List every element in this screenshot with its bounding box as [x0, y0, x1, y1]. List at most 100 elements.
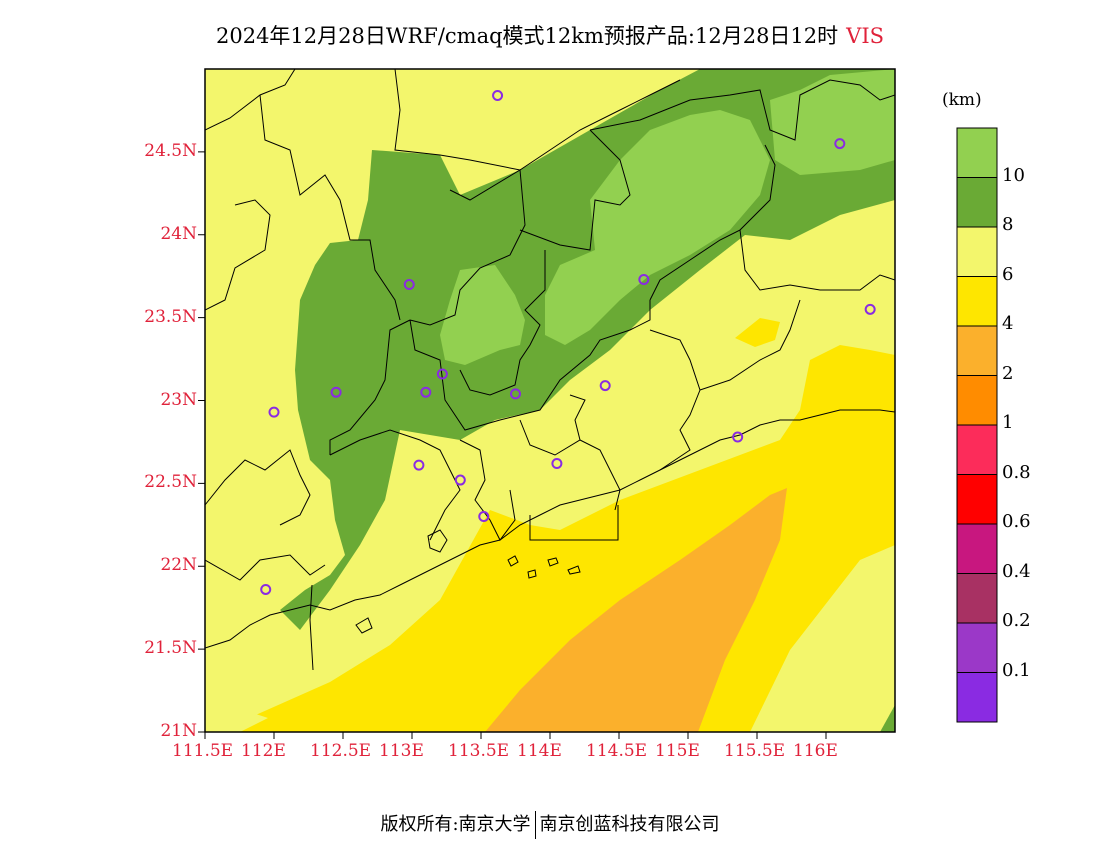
- legend-unit: (km): [942, 90, 982, 110]
- footer-owner: 版权所有:南京大学: [380, 814, 531, 835]
- lat-label: 21.5N: [144, 638, 197, 659]
- legend-swatch: [956, 177, 998, 228]
- lat-label: 24.5N: [144, 140, 197, 161]
- footer-copyright: 版权所有:南京大学 南京创蓝科技有限公司: [0, 810, 1100, 839]
- field-4-6km-spot: [735, 318, 780, 347]
- boundary-line: [649, 229, 895, 301]
- lat-label: 21N: [160, 721, 197, 741]
- boundary-line: [205, 199, 271, 311]
- station-marker: [436, 368, 448, 380]
- boundary-line: [459, 250, 546, 396]
- station-marker: [551, 457, 563, 469]
- lon-label: 113E: [379, 741, 424, 761]
- boundary-line: [589, 79, 895, 141]
- boundary-line: [259, 94, 401, 321]
- station-marker: [413, 459, 425, 471]
- chart-title: 2024年12月28日WRF/cmaq模式12km预报产品:12月28日12时 V…: [0, 20, 1100, 50]
- island-outline: [355, 617, 373, 634]
- lon-label: 113.5E: [448, 741, 510, 761]
- legend-label: 0.6: [1002, 511, 1031, 532]
- axis-ticks: [198, 151, 827, 739]
- legend-label: 2: [1002, 362, 1014, 384]
- island-outline: [427, 529, 448, 553]
- boundary-line: [409, 300, 651, 431]
- station-marker: [732, 431, 744, 443]
- legend-label: 8: [1002, 214, 1014, 235]
- boundary-line: [205, 554, 326, 581]
- island-outline: [507, 555, 519, 567]
- boundary-line: [329, 429, 461, 541]
- lat-label: 23.5N: [144, 306, 197, 327]
- station-marker: [834, 138, 846, 150]
- field-2-4km: [485, 488, 787, 732]
- boundary-line: [649, 329, 701, 471]
- lon-label: 115.5E: [724, 741, 786, 761]
- field-6-8km-southwest: [205, 690, 268, 732]
- footer-company: 南京创蓝科技有限公司: [539, 814, 720, 835]
- legend-swatch: [956, 672, 998, 723]
- legend-swatch: [956, 573, 998, 624]
- field-gt10km-west: [440, 265, 525, 365]
- station-marker: [420, 386, 432, 398]
- boundary-line: [205, 449, 311, 526]
- boundary-line: [309, 584, 314, 671]
- legend-label: 1: [1002, 412, 1014, 433]
- lon-label: 111.5E: [172, 741, 234, 761]
- station-marker: [599, 380, 611, 392]
- legend-swatch: [956, 127, 998, 178]
- station-marker: [638, 274, 650, 286]
- station-marker: [260, 583, 272, 595]
- legend-label: 0.4: [1002, 560, 1031, 582]
- legend-label: 0.8: [1002, 461, 1031, 483]
- field-gt10km-northeast: [770, 69, 895, 175]
- lat-label: 22.5N: [144, 472, 197, 493]
- lon-label: 114.5E: [586, 741, 648, 761]
- island-outline: [527, 569, 537, 579]
- station-marker: [864, 303, 876, 315]
- legend-swatch: [956, 226, 998, 277]
- legend-label: 0.1: [1002, 659, 1031, 681]
- legend-swatch: [956, 276, 998, 327]
- boundary-line: [459, 439, 516, 541]
- legend-colorbar: [956, 127, 998, 723]
- legend-label: 10: [1002, 164, 1025, 186]
- boundary-line: [739, 144, 776, 231]
- station-marker: [492, 90, 504, 102]
- field-layer: [205, 69, 895, 732]
- lon-label: 116E: [793, 741, 838, 761]
- station-marker: [454, 474, 466, 486]
- island-outline: [547, 557, 559, 567]
- legend-swatch: [956, 375, 998, 426]
- station-marker: [268, 406, 280, 418]
- lat-label: 23N: [160, 389, 197, 410]
- lon-label: 112.5E: [310, 741, 372, 761]
- boundary-line: [699, 299, 801, 391]
- lon-label: 114E: [517, 741, 562, 761]
- title-main: 2024年12月28日WRF/cmaq模式12km预报产品:12月28日12时: [215, 24, 839, 48]
- legend-label: 4: [1002, 313, 1014, 334]
- station-marker: [403, 278, 415, 290]
- station-marker: [330, 386, 342, 398]
- boundary-line: [519, 129, 631, 251]
- boundary-line: [529, 505, 619, 541]
- boundary-line: [409, 169, 526, 326]
- boundary-line: [569, 394, 586, 441]
- station-marker: [478, 511, 490, 523]
- lat-label: 22N: [160, 555, 197, 576]
- boundary-lines: [205, 69, 895, 671]
- island-outline: [567, 565, 581, 575]
- legend-swatch: [956, 474, 998, 525]
- lon-label: 112E: [241, 741, 286, 761]
- legend-swatch: [956, 523, 998, 574]
- title-variable: VIS: [846, 24, 885, 48]
- footer-separator: [534, 811, 536, 839]
- field-8-10km-corner: [880, 705, 895, 732]
- coastline: [205, 409, 895, 649]
- field-gt10km-central: [545, 110, 770, 345]
- boundary-line: [394, 69, 681, 171]
- legend-label: 0.2: [1002, 610, 1031, 631]
- legend-swatch: [956, 622, 998, 673]
- legend-swatch: [956, 325, 998, 376]
- boundary-line: [329, 319, 411, 455]
